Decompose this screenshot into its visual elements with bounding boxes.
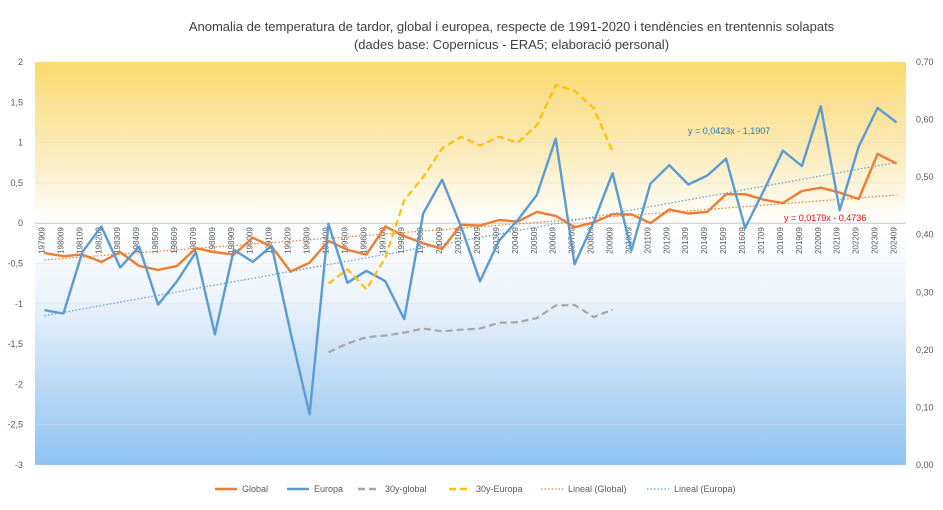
y-tick-label: 0,5 — [10, 178, 23, 188]
y2-tick-label: 0,60 — [916, 115, 934, 125]
legend-label: Lineal (Global) — [568, 484, 627, 494]
legend-label: Europa — [314, 484, 343, 494]
x-tick-label: 202409 — [890, 227, 899, 254]
legend-label: 30y-Europa — [476, 484, 523, 494]
x-tick-label: 198209 — [94, 227, 103, 254]
y2-tick-label: 0,20 — [916, 345, 934, 355]
x-tick-label: 201409 — [700, 227, 709, 254]
x-tick-label: 198909 — [227, 227, 236, 254]
x-tick-label: 198009 — [56, 227, 65, 254]
chart-title: Anomalia de temperatura de tardor, globa… — [188, 19, 835, 34]
x-tick-label: 199909 — [416, 227, 425, 254]
x-tick-label: 198609 — [170, 227, 179, 254]
x-tick-label: 200309 — [492, 227, 501, 254]
series-line-3 — [327, 83, 614, 291]
x-tick-label: 200509 — [530, 227, 539, 254]
x-tick-label: 197909 — [37, 227, 46, 254]
y-tick-label: -3 — [15, 460, 23, 470]
x-tick-label: 202209 — [852, 227, 861, 254]
x-tick-label: 201309 — [681, 227, 690, 254]
trendline-europa — [44, 161, 897, 317]
x-tick-label: 201609 — [738, 227, 747, 254]
x-tick-label: 199809 — [397, 227, 406, 254]
x-tick-label: 200809 — [587, 227, 596, 254]
x-tick-label: 201109 — [643, 227, 652, 254]
x-tick-label: 199509 — [340, 227, 349, 254]
x-tick-label: 200409 — [511, 227, 520, 254]
y2-tick-label: 0,30 — [916, 287, 934, 297]
y2-tick-label: 0,40 — [916, 230, 934, 240]
series-line-0 — [44, 152, 898, 273]
x-tick-label: 199209 — [284, 227, 293, 254]
x-tick-label: 200009 — [435, 227, 444, 254]
legend-label: 30y-global — [385, 484, 427, 494]
y-tick-label: 1,5 — [10, 97, 23, 107]
trend-equation-europa: y = 0,0423x - 1,1907 — [688, 126, 770, 136]
x-tick-label: 200909 — [606, 227, 615, 254]
x-tick-label: 199709 — [378, 227, 387, 254]
x-tick-label: 202109 — [833, 227, 842, 254]
x-tick-label: 198309 — [113, 227, 122, 254]
x-tick-label: 199109 — [265, 227, 274, 254]
y-tick-label: 0 — [18, 218, 23, 228]
y-tick-label: 1 — [18, 138, 23, 148]
y2-tick-label: 0,70 — [916, 57, 934, 67]
x-tick-label: 202309 — [871, 227, 880, 254]
x-tick-label: 200109 — [454, 227, 463, 254]
y-tick-label: -2 — [15, 379, 23, 389]
x-tick-label: 199609 — [359, 227, 368, 254]
x-tick-label: 198109 — [75, 227, 84, 254]
trendline-global — [44, 194, 897, 261]
x-tick-label: 200209 — [473, 227, 482, 254]
legend-label: Global — [242, 484, 268, 494]
x-tick-label: 201709 — [757, 227, 766, 254]
y-tick-label: -0,5 — [7, 259, 23, 269]
x-tick-label: 201809 — [776, 227, 785, 254]
y2-tick-label: 0,50 — [916, 172, 934, 182]
x-tick-label: 201909 — [795, 227, 804, 254]
x-tick-label: 198809 — [208, 227, 217, 254]
x-tick-label: 198709 — [189, 227, 198, 254]
y-tick-label: 2 — [18, 57, 23, 67]
x-tick-label: 201509 — [719, 227, 728, 254]
y-tick-label: -1,5 — [7, 339, 23, 349]
chart-subtitle: (dades base: Copernicus - ERA5; elaborac… — [353, 37, 670, 52]
y2-tick-label: 0,00 — [916, 460, 934, 470]
x-tick-label: 200609 — [549, 227, 558, 254]
series-line-1 — [44, 105, 898, 416]
x-tick-label: 198509 — [151, 227, 160, 254]
y-tick-label: -2,5 — [7, 420, 23, 430]
trend-equation-global: y = 0,0179x - 0,4736 — [784, 213, 866, 223]
y2-tick-label: 0,10 — [916, 402, 934, 412]
x-tick-label: 201209 — [662, 227, 671, 254]
series-line-2 — [328, 303, 613, 354]
y-tick-label: -1 — [15, 299, 23, 309]
x-tick-label: 202009 — [814, 227, 823, 254]
chart-title-block: Anomalia de temperatura de tardor, globa… — [0, 18, 943, 54]
legend-label: Lineal (Europa) — [674, 484, 736, 494]
x-tick-label: 198409 — [132, 227, 141, 254]
